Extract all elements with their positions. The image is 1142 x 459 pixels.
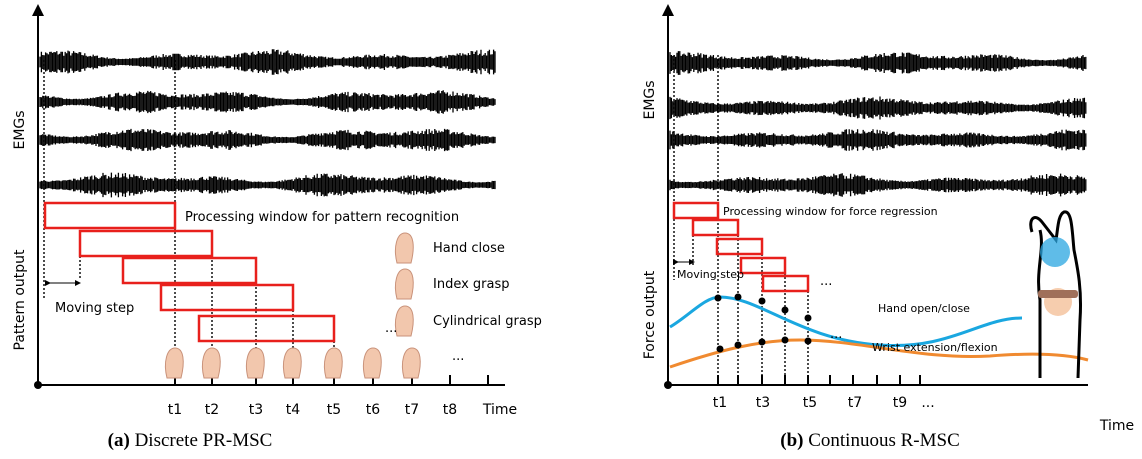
window [121, 256, 258, 285]
emg-trace [39, 49, 496, 75]
x-label: t5 [327, 402, 341, 418]
x-label: t3 [756, 395, 770, 411]
curve-label: Hand open/close [878, 302, 970, 315]
sample-point [781, 306, 789, 314]
window [197, 314, 336, 343]
annotation: Processing window for force regression [723, 205, 938, 218]
x-label: t8 [443, 402, 457, 418]
window [691, 218, 740, 237]
caption-text: Discrete PR-MSC [135, 430, 273, 451]
hand-icon [282, 347, 302, 379]
sample-point [714, 294, 722, 302]
x-label: t9 [893, 395, 907, 411]
x-label: t1 [713, 395, 727, 411]
origin [664, 381, 672, 389]
sample-point [734, 293, 742, 301]
curve-label: Wrist extension/flexion [872, 341, 998, 354]
x-label: t3 [249, 402, 263, 418]
hand-outline [1029, 210, 1083, 379]
window [159, 283, 295, 312]
hand-icon [245, 347, 265, 379]
legend-label: Index grasp [433, 277, 510, 292]
x-label: t1 [168, 402, 182, 418]
sample-point [781, 336, 789, 344]
x-label: Time [1099, 418, 1134, 434]
emg-trace [39, 172, 496, 198]
emg-trace [669, 129, 1087, 151]
panel-b: EMGs Force output Processing window for … [642, 4, 1134, 451]
sample-point [758, 297, 766, 305]
sample-point [734, 341, 742, 349]
emg-trace [669, 51, 1087, 75]
sample-point [804, 337, 812, 345]
sample-point [758, 338, 766, 346]
annotation: Moving step [55, 301, 134, 316]
hand-icon [201, 347, 221, 379]
hand-icon [394, 305, 414, 337]
window [715, 237, 764, 256]
sample-point [716, 345, 724, 353]
window [78, 229, 214, 258]
x-label: t5 [803, 395, 817, 411]
emg-trace [39, 128, 496, 152]
annotation: Moving step [677, 268, 744, 281]
sample-points [714, 293, 812, 353]
emg-trace [39, 90, 496, 114]
caption-tag: (a) [108, 430, 130, 451]
sample-point [804, 314, 812, 322]
y-label: EMGs [12, 110, 28, 149]
emg-signals [669, 51, 1087, 197]
x-label: ... [921, 395, 934, 411]
caption: (a) Discrete PR-MSC [108, 430, 273, 451]
x-label: t6 [366, 402, 380, 418]
window [739, 256, 787, 275]
hand-marker [1040, 237, 1070, 267]
annotation: Processing window for pattern recognitio… [185, 210, 459, 225]
hand-drawing [1029, 210, 1083, 379]
legend-label: Hand close [433, 241, 505, 256]
y-label: Pattern output [12, 249, 28, 351]
ellipsis: ... [830, 327, 842, 342]
y-label: EMGs [642, 80, 658, 119]
origin [34, 381, 42, 389]
ticks [717, 375, 921, 385]
x-label: t2 [205, 402, 219, 418]
hand-icon [394, 268, 414, 300]
window [761, 274, 810, 293]
x-label: Time [482, 402, 517, 418]
force-curve [669, 295, 1023, 348]
caption: (b) Continuous R-MSC [780, 430, 960, 451]
hand-icon [362, 347, 382, 379]
ellipsis: ... [820, 274, 832, 289]
window [43, 201, 177, 230]
emg-trace [669, 96, 1087, 120]
window [672, 201, 720, 220]
ellipsis: ... [452, 349, 464, 364]
emg-trace [669, 173, 1087, 197]
x-label: t7 [405, 402, 419, 418]
hand-icon [401, 347, 421, 379]
caption-tag: (b) [780, 430, 803, 451]
ellipsis: ... [385, 321, 397, 336]
y-label: Force output [642, 270, 658, 359]
wrist-band [1038, 290, 1078, 298]
hand-icons [164, 232, 421, 379]
panel-a: EMGs Pattern output Processing window fo… [12, 4, 542, 451]
x-label: t7 [848, 395, 862, 411]
hand-icon [394, 232, 414, 264]
hand-icon [323, 347, 343, 379]
caption-text: Continuous R-MSC [808, 430, 960, 451]
emg-signals [39, 49, 496, 198]
hand-icon [164, 347, 184, 379]
legend-label: Cylindrical grasp [433, 314, 542, 329]
x-label: t4 [286, 402, 300, 418]
